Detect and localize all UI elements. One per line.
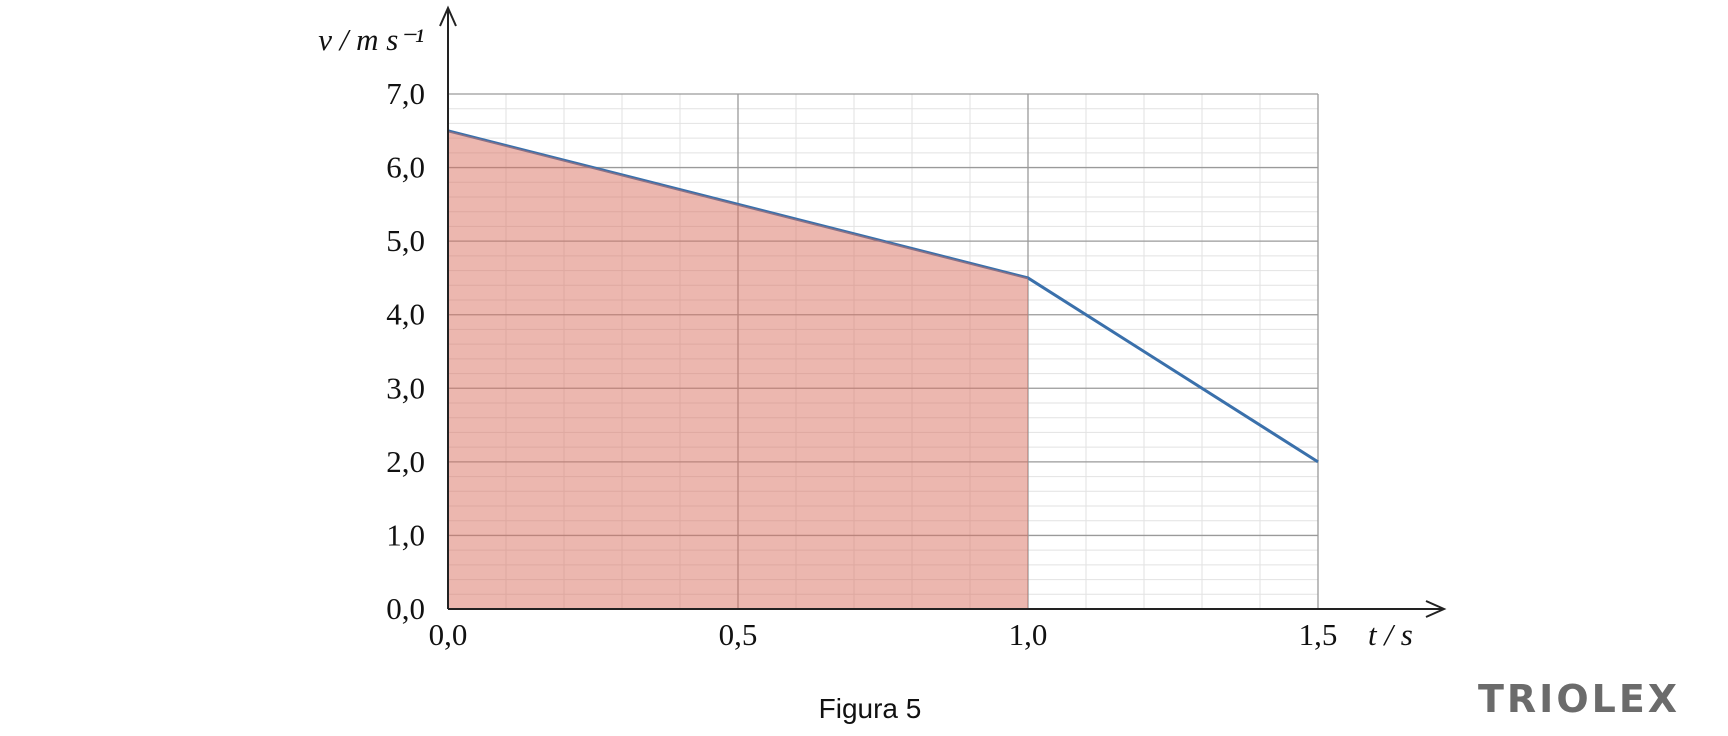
y-tick-label: 7,0 [386,76,425,111]
marks [447,129,1319,610]
y-tick-label: 2,0 [386,444,425,479]
x-tick-label: 0,5 [719,617,758,652]
x-tick-label: 1,0 [1009,617,1048,652]
x-arrow [1425,600,1447,618]
watermark: TRIOLEX [1478,677,1680,721]
shaded-area [448,130,1028,610]
y-tick-label: 5,0 [386,223,425,258]
axes [439,5,1447,618]
caption: Figura 5 [819,693,922,724]
y-tick-label: 6,0 [386,150,425,185]
x-tick-label: 0,0 [429,617,468,652]
y-tick-label: 3,0 [386,370,425,405]
x-tick-label: 1,5 [1299,617,1338,652]
y-arrow [439,5,457,27]
y-tick-label: 4,0 [386,297,425,332]
y-axis-label: v / m s⁻¹ [318,22,424,57]
x-axis-label: t / s [1368,617,1413,652]
y-tick-label: 0,0 [386,591,425,626]
y-tick-label: 1,0 [386,517,425,552]
